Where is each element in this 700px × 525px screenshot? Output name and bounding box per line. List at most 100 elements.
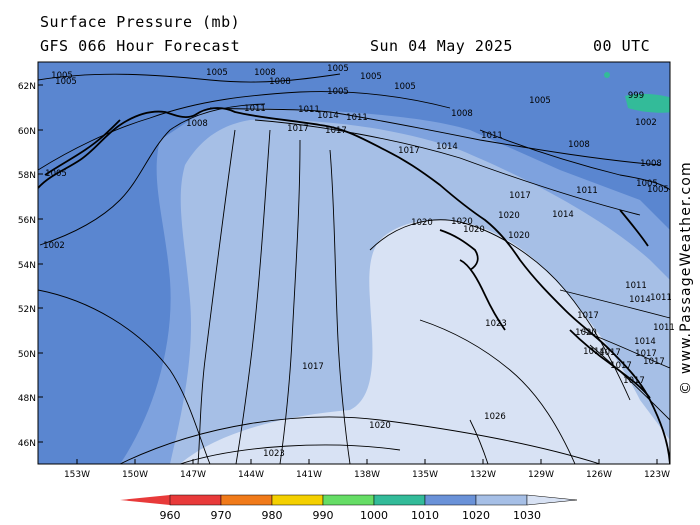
contour-label: 1011 (346, 113, 368, 123)
contour-label: 1023 (263, 449, 285, 459)
colorbar-right-arrow (526, 494, 578, 506)
colorbar-swatch (220, 494, 273, 506)
contour-label: 1002 (43, 241, 65, 251)
credit-text: © www.PassageWeather.com (678, 161, 694, 395)
contour-label: 1017 (325, 126, 347, 136)
lon-label: 144W (238, 470, 264, 480)
colorbar-tick: 990 (313, 509, 334, 522)
colorbar-swatch (475, 494, 528, 506)
forecast-date: Sun 04 May 2025 (370, 37, 513, 55)
contour-label: 1020 (411, 218, 433, 228)
contour-label: 1017 (643, 357, 665, 367)
contour-label: 1014 (634, 337, 656, 347)
forecast-subtitle: GFS 066 Hour Forecast (40, 37, 241, 55)
lat-label: 62N (18, 82, 36, 92)
contour-label: 1020 (498, 211, 520, 221)
lon-label: 135W (412, 470, 438, 480)
map-frame (37, 61, 671, 465)
contour-label: 1011 (244, 104, 266, 114)
lat-tick-marks (38, 84, 43, 443)
colorbar: 960 970 980 990 1000 1010 1020 1030 (120, 494, 578, 522)
contour-label: 1020 (451, 217, 473, 227)
contour-label: 1017 (287, 124, 309, 134)
fill-low-999 (625, 93, 670, 113)
lon-label: 126W (586, 470, 612, 480)
contour-label: 1005 (45, 169, 67, 179)
colorbar-tick: 1000 (360, 509, 388, 522)
colorbar-tick: 960 (160, 509, 181, 522)
contour-label: 1014 (317, 111, 339, 121)
isobars (38, 73, 670, 464)
map-title: Surface Pressure (mb) (40, 13, 241, 31)
contour-label: 1017 (635, 349, 657, 359)
lat-label: 56N (18, 216, 36, 226)
contour-label: 1002 (635, 118, 657, 128)
contour-label: 1005 (647, 185, 669, 195)
contour-label: 1014 (436, 142, 458, 152)
lat-label: 54N (18, 261, 36, 271)
contour-label: 1005 (55, 77, 77, 87)
contour-label: 1014 (583, 347, 605, 357)
fill-small-low (604, 72, 610, 78)
contour-label: 1008 (568, 140, 590, 150)
colorbar-tick: 980 (262, 509, 283, 522)
contour-label: 1005 (529, 96, 551, 106)
lon-label: 123W (644, 470, 670, 480)
contour-label: 1011 (653, 323, 675, 333)
contour-label: 1023 (485, 319, 507, 329)
lat-label: 48N (18, 394, 36, 404)
contour-label: 1005 (327, 64, 349, 74)
contour-label: 1017 (509, 191, 531, 201)
contour-label: 1017 (302, 362, 324, 372)
colorbar-left-arrow (120, 495, 170, 505)
contour-label: 1017 (599, 348, 621, 358)
lon-label: 147W (180, 470, 206, 480)
contour-label: 1008 (186, 119, 208, 129)
lat-label: 60N (18, 127, 36, 137)
lon-label: 141W (296, 470, 322, 480)
contour-label: 1008 (451, 109, 473, 119)
contour-label: 1005 (51, 71, 73, 81)
colorbar-tick: 1020 (462, 509, 490, 522)
contour-label: 1008 (640, 159, 662, 169)
contour-label: 1005 (327, 87, 349, 97)
contour-label: 1011 (576, 186, 598, 196)
contour-label: 1020 (508, 231, 530, 241)
contour-label: 1005 (206, 68, 228, 78)
contour-label: 1017 (398, 146, 420, 156)
lon-label: 153W (64, 470, 90, 480)
contour-label: 1026 (484, 412, 506, 422)
lat-label: 52N (18, 305, 36, 315)
lat-label: 46N (18, 439, 36, 449)
contour-label: 1020 (369, 421, 391, 431)
contour-label: 1011 (650, 293, 672, 303)
lon-label: 132W (470, 470, 496, 480)
colorbar-swatch (424, 494, 477, 506)
pressure-fill-layer (38, 62, 670, 464)
contour-label: 1005 (636, 179, 658, 189)
contour-label: 1008 (254, 68, 276, 78)
colorbar-swatch (271, 494, 324, 506)
coastline (38, 107, 670, 464)
contour-label: 1014 (552, 210, 574, 220)
fill-1020-1030 (180, 219, 670, 464)
colorbar-swatch (322, 494, 375, 506)
contour-label: 1020 (575, 328, 597, 338)
forecast-time: 00 UTC (593, 37, 651, 55)
lon-label: 150W (122, 470, 148, 480)
colorbar-swatch (373, 494, 426, 506)
contour-label: 999 (628, 91, 644, 101)
colorbar-swatch (169, 494, 222, 506)
contour-label: 1014 (629, 295, 651, 305)
colorbar-tick: 1010 (411, 509, 439, 522)
contour-label: 1017 (610, 361, 632, 371)
lon-label: 129W (528, 470, 554, 480)
contour-label: 1011 (481, 131, 503, 141)
colorbar-tick: 1030 (513, 509, 541, 522)
contour-label: 1011 (298, 105, 320, 115)
contour-label: 1020 (463, 225, 485, 235)
contour-label: 1017 (577, 311, 599, 321)
contour-label-layer: 1005 1005 1008 1008 1005 1005 1005 1005 … (43, 64, 675, 459)
contour-label: 1005 (360, 72, 382, 82)
